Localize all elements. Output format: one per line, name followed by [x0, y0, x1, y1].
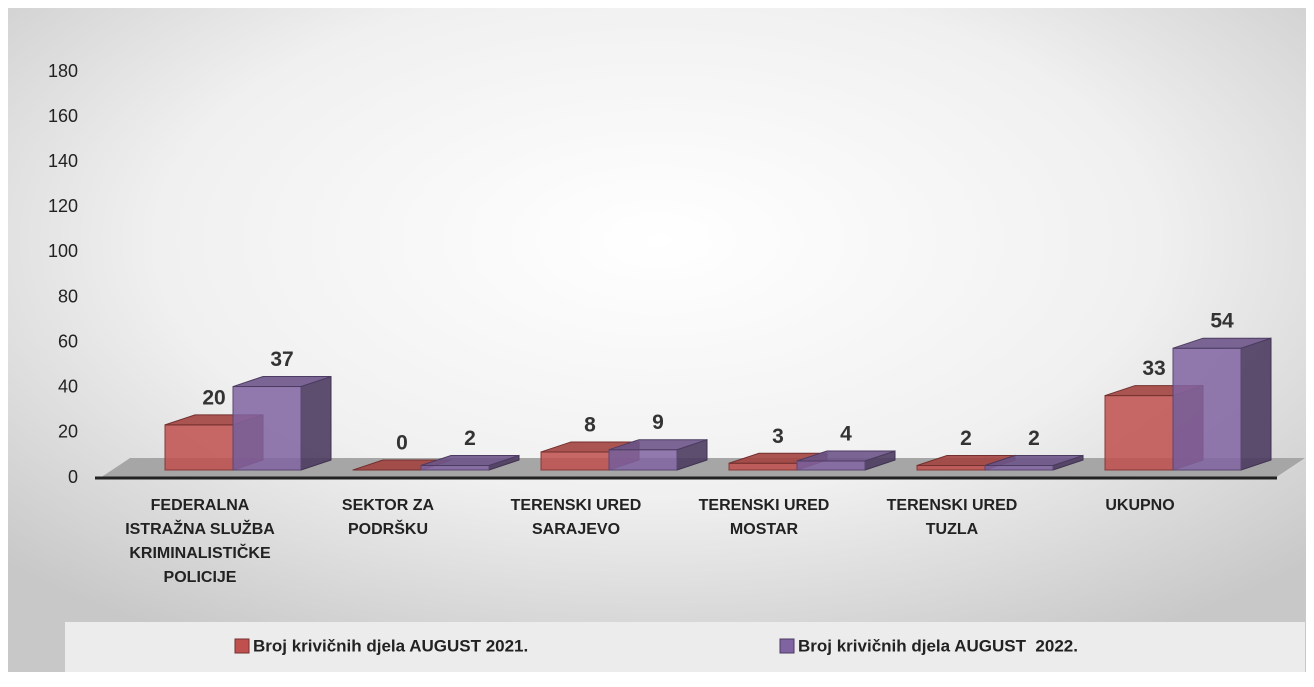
data-label: 4 [840, 423, 852, 446]
data-label: 2 [960, 427, 972, 450]
bar-side [300, 375, 332, 471]
bar [232, 386, 302, 471]
data-label: 2 [464, 427, 476, 450]
y-tick-label: 180 [48, 61, 78, 81]
data-label: 54 [1210, 310, 1234, 333]
background [8, 8, 1306, 672]
x-tick-label: UKUPNO [1105, 497, 1175, 514]
bar [1172, 347, 1242, 471]
bar [1104, 395, 1174, 471]
bar [420, 464, 490, 471]
data-label: 37 [270, 348, 293, 371]
legend-label: Broj krivičnih djela AUGUST 2022. [798, 636, 1078, 655]
bar-side [1240, 337, 1272, 471]
x-tick-label: TERENSKI URED SARAJEVO [510, 497, 642, 538]
data-label: 0 [396, 432, 408, 455]
legend-swatch [234, 638, 250, 654]
data-label: 8 [584, 414, 596, 437]
bar [984, 464, 1054, 471]
bar [540, 451, 610, 471]
legend-band [65, 622, 1305, 672]
bar-top [420, 454, 520, 466]
x-tick-label: TERENSKI URED MOSTAR [698, 497, 830, 538]
x-tick-label: TERENSKI URED TUZLA [886, 497, 1018, 538]
y-tick-label: 60 [58, 331, 78, 351]
bar-top [1172, 337, 1272, 349]
y-tick-label: 140 [48, 151, 78, 171]
data-label: 9 [652, 411, 664, 434]
bar-top [984, 454, 1084, 466]
y-tick-label: 40 [58, 377, 78, 397]
y-tick-label: 160 [48, 106, 78, 126]
legend-swatch [779, 638, 795, 654]
bar [796, 460, 866, 471]
bar [608, 449, 678, 471]
y-tick-label: 100 [48, 241, 78, 261]
x-tick-label: FEDERALNA ISTRAŽNA SLUŽBA KRIMINALISTIČK… [125, 497, 275, 586]
bar [916, 464, 986, 471]
y-tick-label: 80 [58, 286, 78, 306]
y-tick-label: 20 [58, 422, 78, 442]
data-label: 20 [202, 386, 225, 409]
bar-top [608, 439, 708, 451]
data-label: 2 [1028, 427, 1040, 450]
bar [728, 462, 798, 471]
x-tick-label: SEKTOR ZA PODRŠKU [341, 497, 435, 538]
data-label: 33 [1142, 357, 1165, 380]
data-label: 3 [772, 425, 784, 448]
bar-top [796, 450, 896, 462]
bar [164, 424, 234, 471]
legend-label: Broj krivičnih djela AUGUST 2021. [253, 636, 528, 655]
bar-top [232, 376, 332, 388]
y-tick-label: 120 [48, 196, 78, 216]
y-tick-label: 0 [68, 467, 78, 487]
